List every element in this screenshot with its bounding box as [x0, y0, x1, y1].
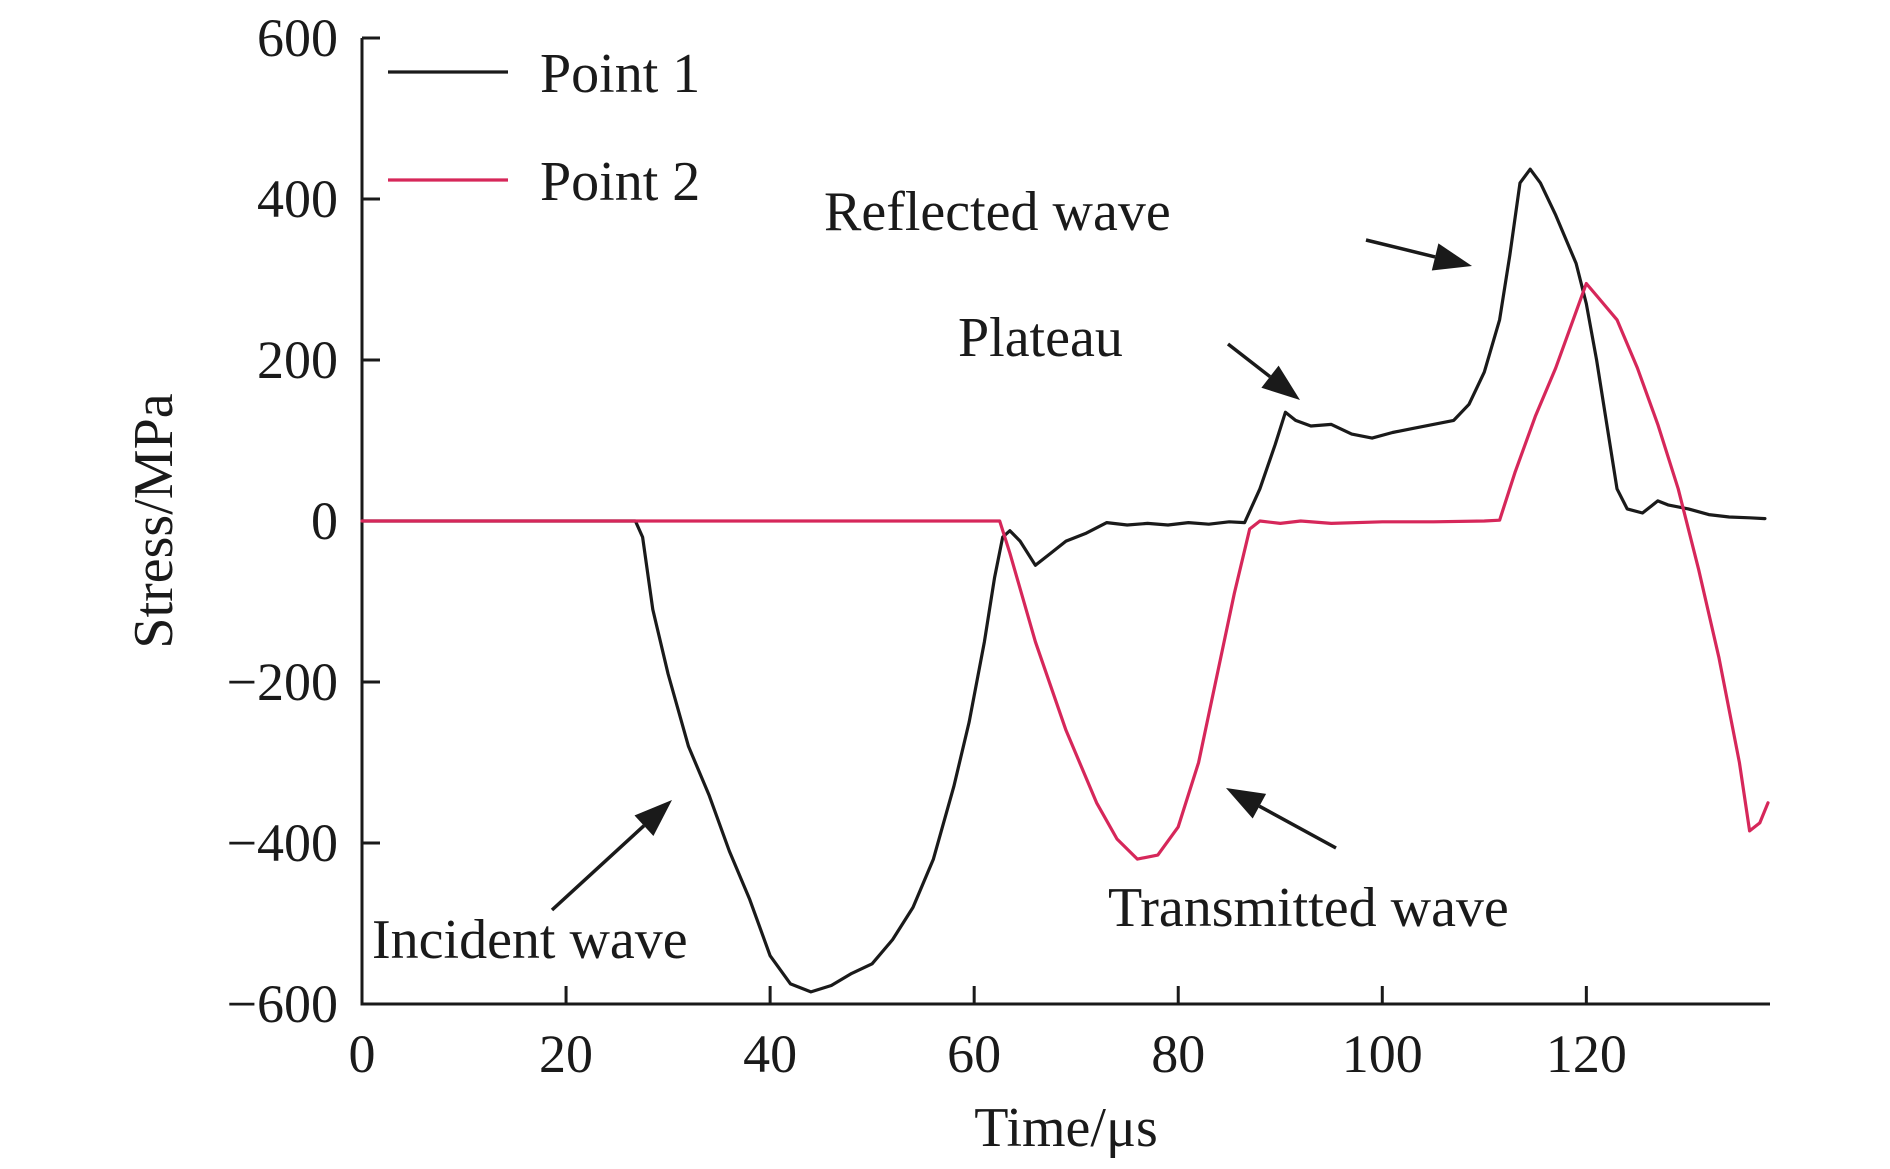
annotation-incident-wave: Incident wave: [372, 909, 688, 971]
axis-frame: [360, 38, 1770, 1006]
x-tick-label: 40: [743, 1024, 797, 1084]
x-tick-label: 80: [1151, 1024, 1205, 1084]
y-axis-ticks: −600 −400 −200 0 200 400 600: [227, 8, 380, 1034]
x-axis-label: Time/μs: [974, 1097, 1158, 1159]
arrow-plateau: [1226, 342, 1300, 400]
y-tick-label: 200: [257, 330, 338, 390]
x-tick-label: 100: [1342, 1024, 1423, 1084]
y-axis-label: Stress/MPa: [123, 393, 185, 648]
y-tick-label: −400: [227, 813, 338, 873]
y-tick-label: 600: [257, 8, 338, 68]
annotations: Incident wave Transmitted wave Plateau R…: [372, 181, 1509, 971]
y-tick-label: 400: [257, 169, 338, 229]
arrow-head: [1226, 788, 1267, 819]
arrow-incident-wave: [550, 800, 672, 912]
annotation-reflected-wave: Reflected wave: [824, 181, 1171, 243]
arrow-shaft: [1365, 238, 1436, 259]
annotation-transmitted-wave: Transmitted wave: [1108, 877, 1509, 939]
annotation-arrows: [550, 238, 1472, 912]
arrow-head: [634, 800, 672, 836]
x-tick-label: 120: [1546, 1024, 1627, 1084]
annotation-plateau: Plateau: [958, 307, 1123, 369]
x-tick-label: 60: [947, 1024, 1001, 1084]
arrow-head: [1261, 365, 1300, 400]
y-tick-label: 0: [311, 491, 338, 551]
y-tick-label: −600: [227, 974, 338, 1034]
series-line-point-1: [360, 167, 1767, 994]
arrow-reflected-wave: [1365, 238, 1472, 271]
x-tick-label: 20: [539, 1024, 593, 1084]
arrow-shaft: [550, 824, 646, 912]
y-tick-label: −200: [227, 652, 338, 712]
legend-label-point-2: Point 2: [540, 151, 700, 213]
series-line-point-2: [360, 281, 1770, 861]
x-tick-label: 0: [349, 1024, 376, 1084]
arrow-shaft: [1226, 342, 1272, 379]
x-axis-ticks: 0 20 40 60 80 100 120: [349, 986, 1627, 1084]
legend: Point 1 Point 2: [388, 43, 700, 213]
arrow-head: [1431, 243, 1472, 271]
arrow-shaft: [1258, 804, 1337, 850]
series-group: [360, 167, 1770, 994]
arrow-transmitted-wave: [1226, 788, 1337, 850]
legend-label-point-1: Point 1: [540, 43, 700, 105]
